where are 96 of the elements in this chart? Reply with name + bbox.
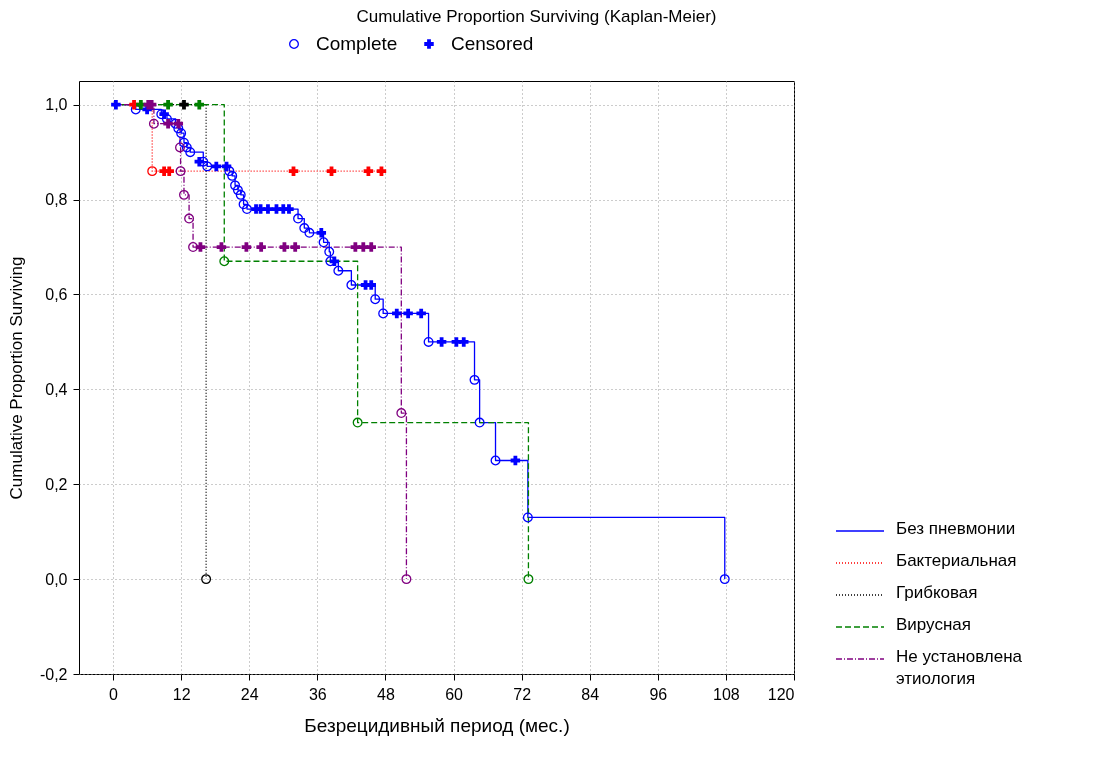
- point: [719, 574, 730, 585]
- x-tick-label: 72: [513, 685, 532, 703]
- point: [179, 189, 189, 200]
- x-tick-label: 12: [172, 685, 191, 703]
- point: [194, 156, 205, 167]
- point: [459, 337, 469, 347]
- point: [211, 161, 222, 172]
- point: [293, 213, 304, 224]
- point: [352, 417, 363, 428]
- y-tick-label: 1,0: [45, 96, 68, 114]
- point: [201, 574, 212, 585]
- point: [288, 166, 299, 176]
- point: [202, 161, 213, 172]
- x-tick-label: 84: [581, 685, 600, 703]
- point: [318, 237, 329, 248]
- point: [148, 118, 159, 129]
- point: [227, 170, 238, 181]
- point: [188, 242, 199, 253]
- point: [416, 308, 426, 319]
- point: [436, 337, 447, 347]
- point: [469, 374, 480, 385]
- point: [176, 128, 187, 139]
- legend-label: Грибковая: [896, 583, 978, 602]
- point: [163, 118, 173, 129]
- point: [194, 99, 205, 110]
- point: [401, 574, 412, 585]
- point: [147, 166, 158, 177]
- point: [299, 223, 310, 234]
- x-tick-label: 96: [649, 685, 668, 703]
- point: [263, 204, 273, 214]
- point: [350, 242, 361, 252]
- point: [284, 204, 294, 214]
- x-tick-label: 60: [445, 685, 464, 703]
- chart-title: Cumulative Proportion Surviving (Kaplan-Meier): [356, 7, 717, 26]
- point: [175, 166, 186, 177]
- point: [490, 455, 501, 466]
- y-tick-label: 0,6: [45, 285, 68, 303]
- point: [392, 308, 402, 319]
- y-tick-label: -0,2: [39, 665, 68, 683]
- point: [111, 99, 121, 110]
- y-tick-label: 0,4: [45, 380, 68, 398]
- point: [333, 265, 344, 276]
- point: [179, 99, 189, 110]
- point: [232, 185, 243, 196]
- point: [304, 227, 315, 238]
- point: [474, 417, 485, 428]
- point: [316, 228, 327, 238]
- point: [256, 242, 266, 252]
- point: [184, 213, 195, 224]
- point: [216, 242, 227, 252]
- point: [290, 242, 300, 252]
- y-tick-label: 0,0: [45, 570, 68, 588]
- point: [195, 242, 206, 252]
- point: [346, 280, 357, 290]
- x-axis-title: Безрецидивный период (мес.): [304, 714, 570, 736]
- y-tick-label: 0,2: [45, 475, 68, 493]
- point: [238, 199, 249, 210]
- point: [279, 242, 290, 252]
- x-tick-label: 48: [377, 685, 395, 703]
- x-tick-label: 120: [767, 685, 795, 703]
- x-tick-label: 36: [308, 685, 327, 703]
- x-tick-label: 0: [109, 685, 119, 703]
- point: [224, 166, 235, 177]
- point: [235, 189, 246, 200]
- legend-label: Вирусная: [896, 615, 971, 634]
- point: [366, 242, 376, 252]
- legend-label: Бактериальная: [896, 551, 1017, 570]
- y-tick-label: 0,8: [45, 191, 68, 209]
- point: [230, 180, 241, 191]
- point: [163, 99, 173, 110]
- point: [241, 242, 252, 252]
- point: [403, 308, 413, 319]
- point: [185, 147, 196, 158]
- legend-label: Complete: [316, 33, 398, 54]
- point: [324, 246, 335, 257]
- point: [329, 256, 340, 267]
- legend-label: Без пневмонии: [896, 519, 1016, 538]
- legend-label: Не установлена этиология: [896, 647, 1023, 688]
- y-axis-title: Cumulative Proportion Surviving: [6, 256, 26, 500]
- legend-label: Censored: [451, 33, 534, 54]
- point: [175, 142, 185, 153]
- point: [179, 137, 189, 148]
- point: [376, 166, 387, 176]
- point: [523, 574, 534, 585]
- point: [326, 166, 337, 176]
- point: [370, 294, 381, 305]
- point: [219, 256, 230, 267]
- point: [181, 142, 192, 153]
- point: [396, 408, 407, 419]
- point: [378, 308, 389, 319]
- point: [522, 512, 533, 523]
- point: [363, 166, 374, 176]
- point: [423, 336, 434, 347]
- point: [241, 204, 252, 215]
- x-tick-label: 108: [713, 685, 740, 703]
- x-tick-label: 24: [240, 685, 259, 703]
